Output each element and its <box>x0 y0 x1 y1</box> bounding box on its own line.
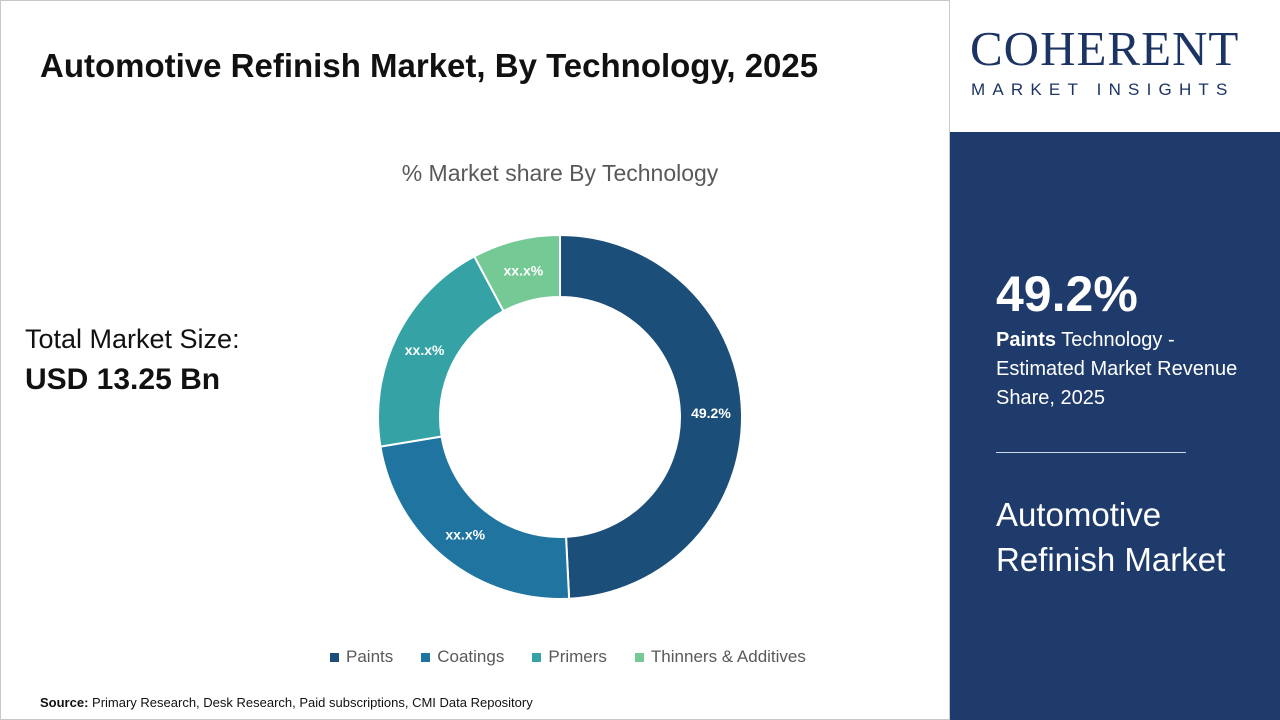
data-label: 49.2% <box>691 405 731 421</box>
chart-legend: Paints Coatings Primers Thinners & Addit… <box>330 646 806 668</box>
logo-wordmark: COHERENT <box>970 21 1240 76</box>
legend-label: Primers <box>548 647 607 666</box>
page-title: Automotive Refinish Market, By Technolog… <box>40 47 819 84</box>
legend-swatch <box>532 653 542 663</box>
legend-swatch <box>634 653 644 663</box>
source-note: Source: Primary Research, Desk Research,… <box>40 694 533 711</box>
donut-slice-thinners-additives <box>472 233 561 313</box>
donut-slice-paints <box>559 233 743 600</box>
data-label: xx.x% <box>504 263 544 279</box>
legend-swatch <box>330 653 339 663</box>
highlight-percent: 49.2% <box>996 266 1138 322</box>
highlight-desc-text: Technology - Estimated Market Revenue Sh… <box>996 329 1238 409</box>
chart-title: % Market share By Technology <box>401 160 719 186</box>
legend-label: Thinners & Additives <box>650 647 806 666</box>
divider <box>996 452 1186 453</box>
source-text: Primary Research, Desk Research, Paid su… <box>88 695 533 710</box>
logo-tagline: MARKET INSIGHTS <box>971 80 1235 99</box>
legend-item-paints: Paints <box>330 646 393 668</box>
legend-item-thinners: Thinners & Additives <box>634 646 806 668</box>
donut-chart: 49.2% xx.x% xx.x% xx.x% <box>377 233 743 600</box>
data-label: xx.x% <box>445 527 485 543</box>
company-logo: COHERENT MARKET INSIGHTS <box>950 0 1280 132</box>
highlight-description: Paints Technology - Estimated Market Rev… <box>996 326 1256 413</box>
donut-slice-coatings <box>379 435 571 600</box>
data-label: xx.x% <box>405 342 445 358</box>
legend-label: Paints <box>346 647 394 666</box>
legend-label: Coatings <box>437 647 505 666</box>
legend-item-coatings: Coatings <box>421 646 504 668</box>
market-name: Automotive Refinish Market <box>996 496 1226 578</box>
legend-item-primers: Primers <box>532 646 607 668</box>
highlight-panel: 49.2% Paints Technology - Estimated Mark… <box>950 132 1280 720</box>
legend-swatch <box>421 653 431 663</box>
highlight-segment: Paints <box>996 329 1057 351</box>
total-market-value: USD 13.25 Bn <box>25 363 221 396</box>
source-label: Source: <box>40 695 89 710</box>
total-market-label: Total Market Size: <box>25 324 240 354</box>
